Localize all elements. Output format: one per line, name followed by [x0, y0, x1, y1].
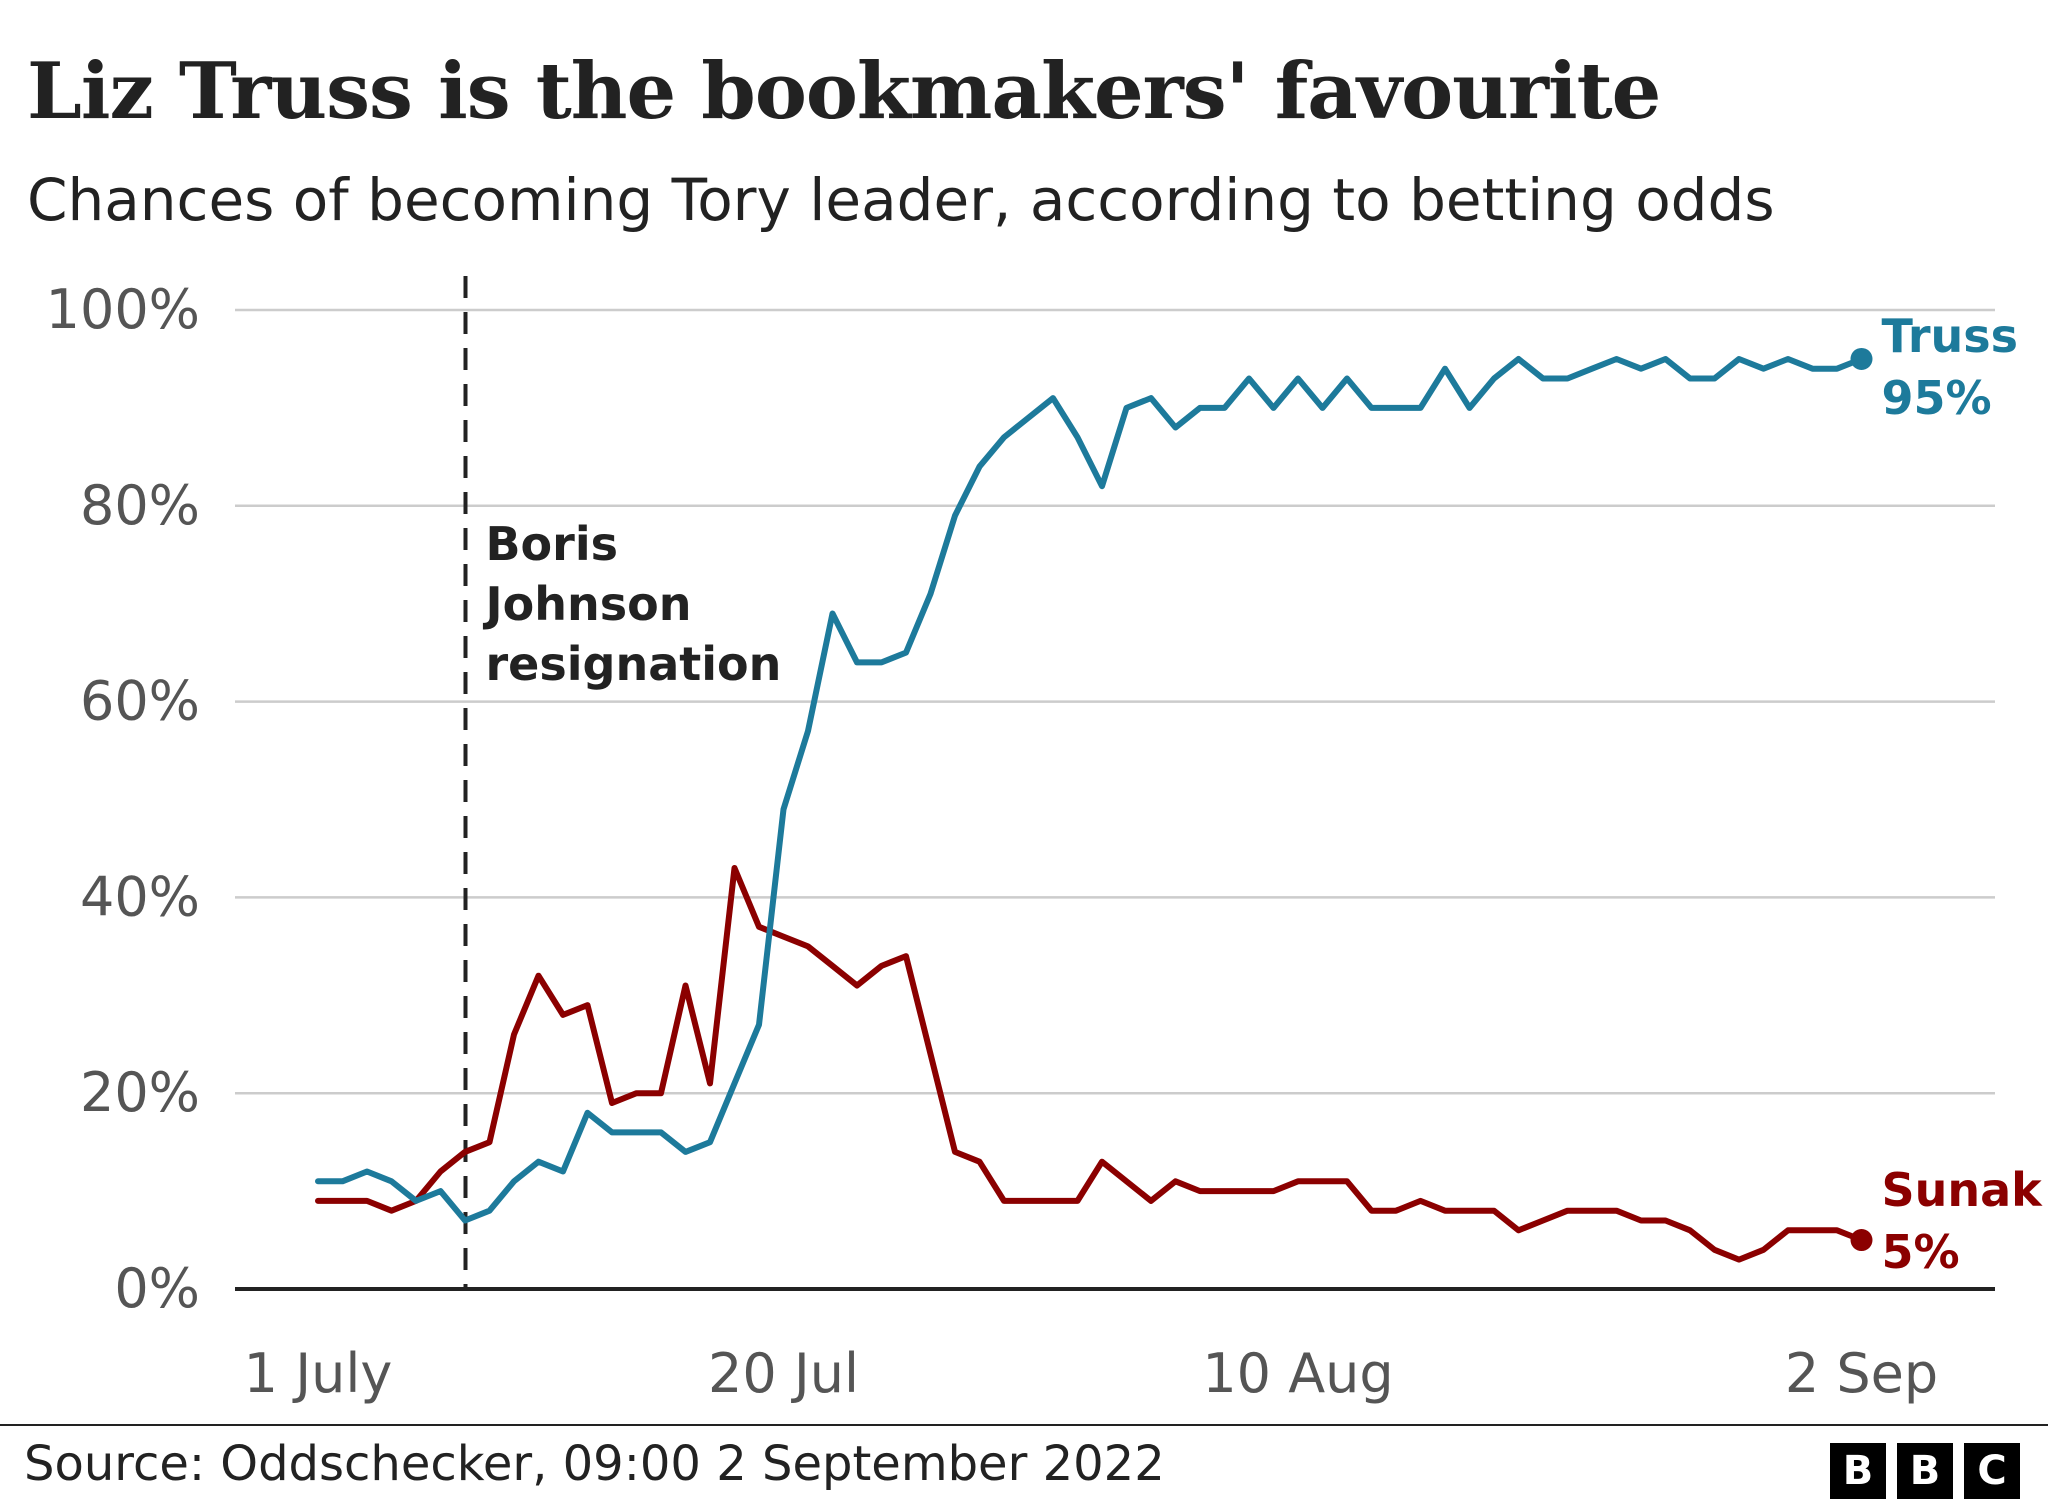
- y-tick-label: 0%: [114, 1257, 200, 1320]
- series-name-label: Truss: [1882, 309, 2019, 363]
- chart-title: Liz Truss is the bookmakers' favourite: [27, 46, 1661, 137]
- series-end-dot: [1850, 347, 1873, 370]
- x-tick-label: 20 Jul: [708, 1342, 859, 1405]
- bbc-logo: B B C: [1830, 1443, 2020, 1499]
- y-tick-label: 60%: [80, 670, 200, 733]
- y-tick-label: 100%: [46, 278, 200, 341]
- series-end-dot: [1850, 1229, 1873, 1252]
- resignation-annotation-label: Johnson: [483, 577, 692, 631]
- x-tick-label: 1 July: [244, 1342, 393, 1405]
- x-tick-label: 10 Aug: [1202, 1342, 1393, 1405]
- chart-subtitle: Chances of becoming Tory leader, accordi…: [27, 166, 1775, 234]
- footer-divider: [0, 1424, 2048, 1426]
- y-tick-label: 20%: [80, 1061, 200, 1124]
- line-chart: 0% 20% 40% 60% 80% 100% 1 July 20 Jul 10 Aug 2 Se…: [46, 276, 2044, 1405]
- y-tick-label: 40%: [80, 865, 200, 928]
- bbc-logo-block: B: [1897, 1443, 1953, 1499]
- y-tick-label: 80%: [80, 474, 200, 537]
- series-line-truss: [315, 356, 1865, 1224]
- series-value-label: 5%: [1882, 1225, 1960, 1279]
- x-tick-label: 2 Sep: [1785, 1342, 1938, 1405]
- source-note: Source: Oddschecker, 09:00 2 September 2…: [24, 1436, 1165, 1492]
- series-value-label: 95%: [1882, 371, 1992, 425]
- series-line-sunak: [315, 865, 1865, 1263]
- bbc-logo-block: C: [1964, 1443, 2020, 1499]
- series-name-label: Sunak: [1882, 1163, 2044, 1217]
- bbc-logo-block: B: [1830, 1443, 1886, 1499]
- resignation-annotation-label: Boris: [486, 517, 619, 571]
- resignation-annotation-label: resignation: [486, 637, 782, 691]
